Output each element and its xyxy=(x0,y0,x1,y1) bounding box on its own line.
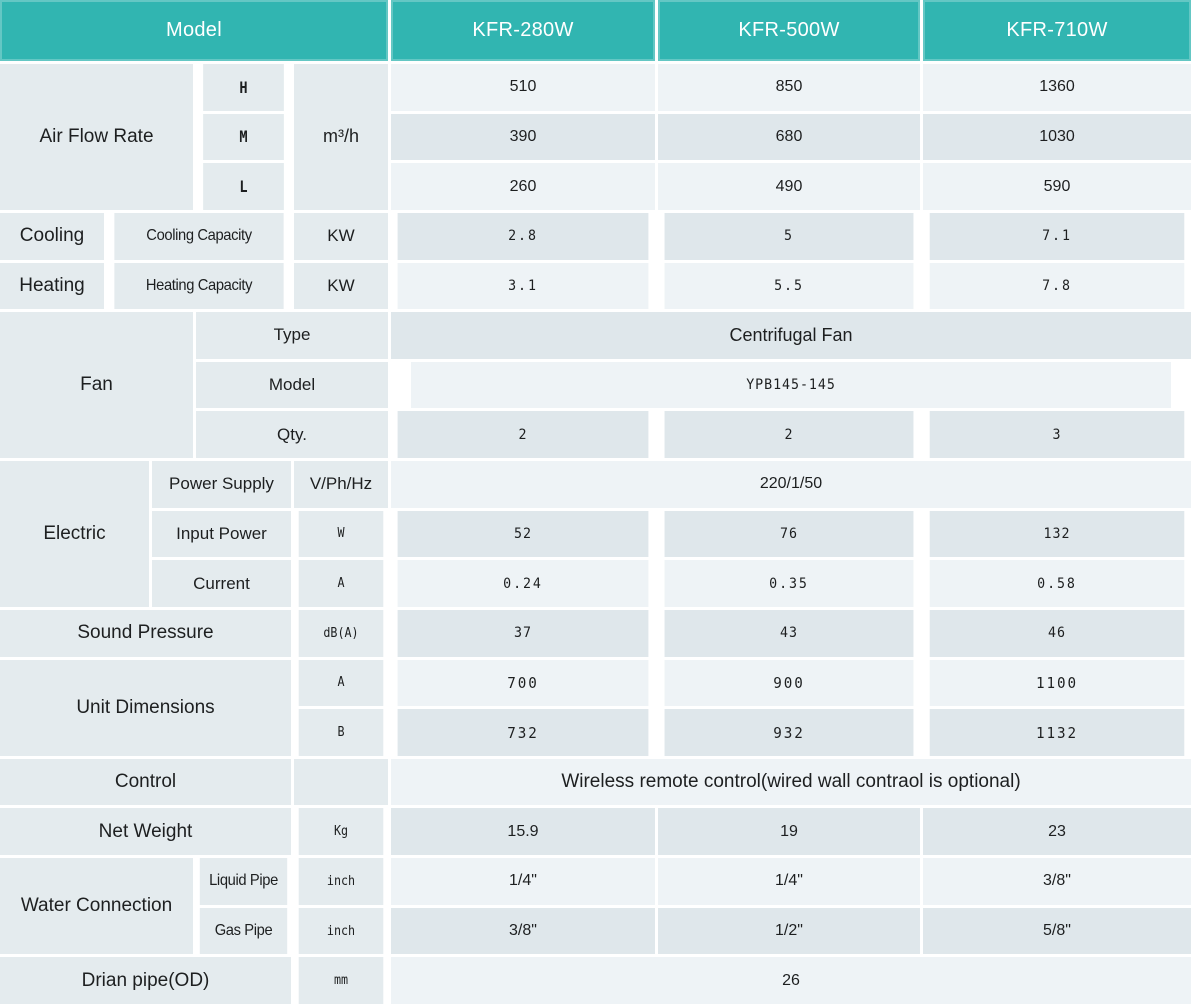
air-flow-level-h-label: H xyxy=(203,64,284,111)
liquid-pipe-label: Liquid Pipe xyxy=(199,858,288,905)
current-value-1: 0.24 xyxy=(397,560,649,607)
control-label: Control xyxy=(0,758,291,806)
dimension-a-value-1: 700 xyxy=(397,659,649,707)
heating-value-1: 3.1 xyxy=(397,262,649,310)
model-column-header-3: KFR-710W xyxy=(923,0,1191,61)
air-flow-h-value-1: 510 xyxy=(391,64,655,111)
fan-qty-label: Qty. xyxy=(196,411,388,459)
air-flow-h-value-3: 1360 xyxy=(923,64,1191,111)
power-supply-label: Power Supply xyxy=(152,461,291,508)
fan-type-label: Type xyxy=(196,312,388,359)
model-column-header-1: KFR-280W xyxy=(391,0,655,61)
liquid-pipe-value-2: 1/4" xyxy=(658,858,920,905)
liquid-pipe-unit: inch xyxy=(298,858,384,905)
cooling-capacity-label: Cooling Capacity xyxy=(114,212,284,260)
cooling-value-3: 7.1 xyxy=(929,212,1185,260)
gas-pipe-value-2: 1/2" xyxy=(658,907,920,955)
fan-qty-value-2: 2 xyxy=(664,411,914,459)
net-weight-unit: Kg xyxy=(298,808,384,856)
air-flow-l-value-3: 590 xyxy=(923,163,1191,210)
heating-value-3: 7.8 xyxy=(929,262,1185,310)
heating-label: Heating xyxy=(0,262,104,310)
dimension-b-value-3: 1132 xyxy=(929,709,1185,756)
fan-qty-value-1: 2 xyxy=(397,411,649,459)
dimension-b-value-2: 932 xyxy=(664,709,914,756)
unit-dimensions-label: Unit Dimensions xyxy=(0,659,291,756)
current-value-3: 0.58 xyxy=(929,560,1185,607)
sound-pressure-label: Sound Pressure xyxy=(0,609,291,657)
electric-label: Electric xyxy=(0,461,149,607)
fan-model-value: YPB145-145 xyxy=(411,361,1171,409)
air-flow-m-value-1: 390 xyxy=(391,113,655,161)
air-flow-rate-label: Air Flow Rate xyxy=(0,64,193,210)
power-supply-value: 220/1/50 xyxy=(391,461,1191,508)
drain-pipe-unit: mm xyxy=(298,957,384,1004)
current-unit: A xyxy=(298,560,384,607)
air-flow-l-value-1: 260 xyxy=(391,163,655,210)
sound-pressure-value-3: 46 xyxy=(929,609,1185,657)
net-weight-value-2: 19 xyxy=(658,808,920,856)
dimension-b-value-1: 732 xyxy=(397,709,649,756)
air-flow-unit: m³/h xyxy=(294,64,388,210)
air-flow-l-value-2: 490 xyxy=(658,163,920,210)
liquid-pipe-value-1: 1/4" xyxy=(391,858,655,905)
cooling-value-2: 5 xyxy=(664,212,914,260)
control-value: Wireless remote control(wired wall contr… xyxy=(391,758,1191,806)
input-power-value-3: 132 xyxy=(929,510,1185,558)
air-flow-m-value-2: 680 xyxy=(658,113,920,161)
liquid-pipe-value-3: 3/8" xyxy=(923,858,1191,905)
fan-qty-value-3: 3 xyxy=(929,411,1185,459)
air-flow-h-value-2: 850 xyxy=(658,64,920,111)
drain-pipe-label: Drian pipe(OD) xyxy=(0,957,291,1004)
sound-pressure-value-2: 43 xyxy=(664,609,914,657)
net-weight-value-1: 15.9 xyxy=(391,808,655,856)
cooling-label: Cooling xyxy=(0,212,104,260)
heating-unit: KW xyxy=(294,262,388,310)
control-unit-empty-cell xyxy=(294,758,388,806)
input-power-unit: W xyxy=(298,510,384,558)
input-power-value-1: 52 xyxy=(397,510,649,558)
dimension-a-label: A xyxy=(298,659,384,707)
gas-pipe-label: Gas Pipe xyxy=(199,907,288,955)
heating-value-2: 5.5 xyxy=(664,262,914,310)
dimension-a-value-3: 1100 xyxy=(929,659,1185,707)
dimension-b-label: B xyxy=(298,709,384,756)
model-header-cell: Model xyxy=(0,0,388,61)
cooling-unit: KW xyxy=(294,212,388,260)
fan-label: Fan xyxy=(0,312,193,459)
gas-pipe-value-1: 3/8" xyxy=(391,907,655,955)
water-connection-label: Water Connection xyxy=(0,858,193,955)
dimension-a-value-2: 900 xyxy=(664,659,914,707)
net-weight-value-3: 23 xyxy=(923,808,1191,856)
air-flow-level-m-label: M xyxy=(203,113,284,161)
sound-pressure-value-1: 37 xyxy=(397,609,649,657)
sound-pressure-unit: dB(A) xyxy=(298,609,384,657)
drain-pipe-value: 26 xyxy=(391,957,1191,1004)
current-label: Current xyxy=(152,560,291,607)
model-column-header-2: KFR-500W xyxy=(658,0,920,61)
gas-pipe-value-3: 5/8" xyxy=(923,907,1191,955)
air-flow-m-value-3: 1030 xyxy=(923,113,1191,161)
air-flow-level-l-label: L xyxy=(203,163,284,210)
gas-pipe-unit: inch xyxy=(298,907,384,955)
current-value-2: 0.35 xyxy=(664,560,914,607)
fan-model-label: Model xyxy=(196,361,388,409)
power-supply-unit: V/Ph/Hz xyxy=(294,461,388,508)
heating-capacity-label: Heating Capacity xyxy=(114,262,284,310)
net-weight-label: Net Weight xyxy=(0,808,291,856)
fan-type-value: Centrifugal Fan xyxy=(391,312,1191,359)
input-power-value-2: 76 xyxy=(664,510,914,558)
cooling-value-1: 2.8 xyxy=(397,212,649,260)
input-power-label: Input Power xyxy=(152,510,291,558)
